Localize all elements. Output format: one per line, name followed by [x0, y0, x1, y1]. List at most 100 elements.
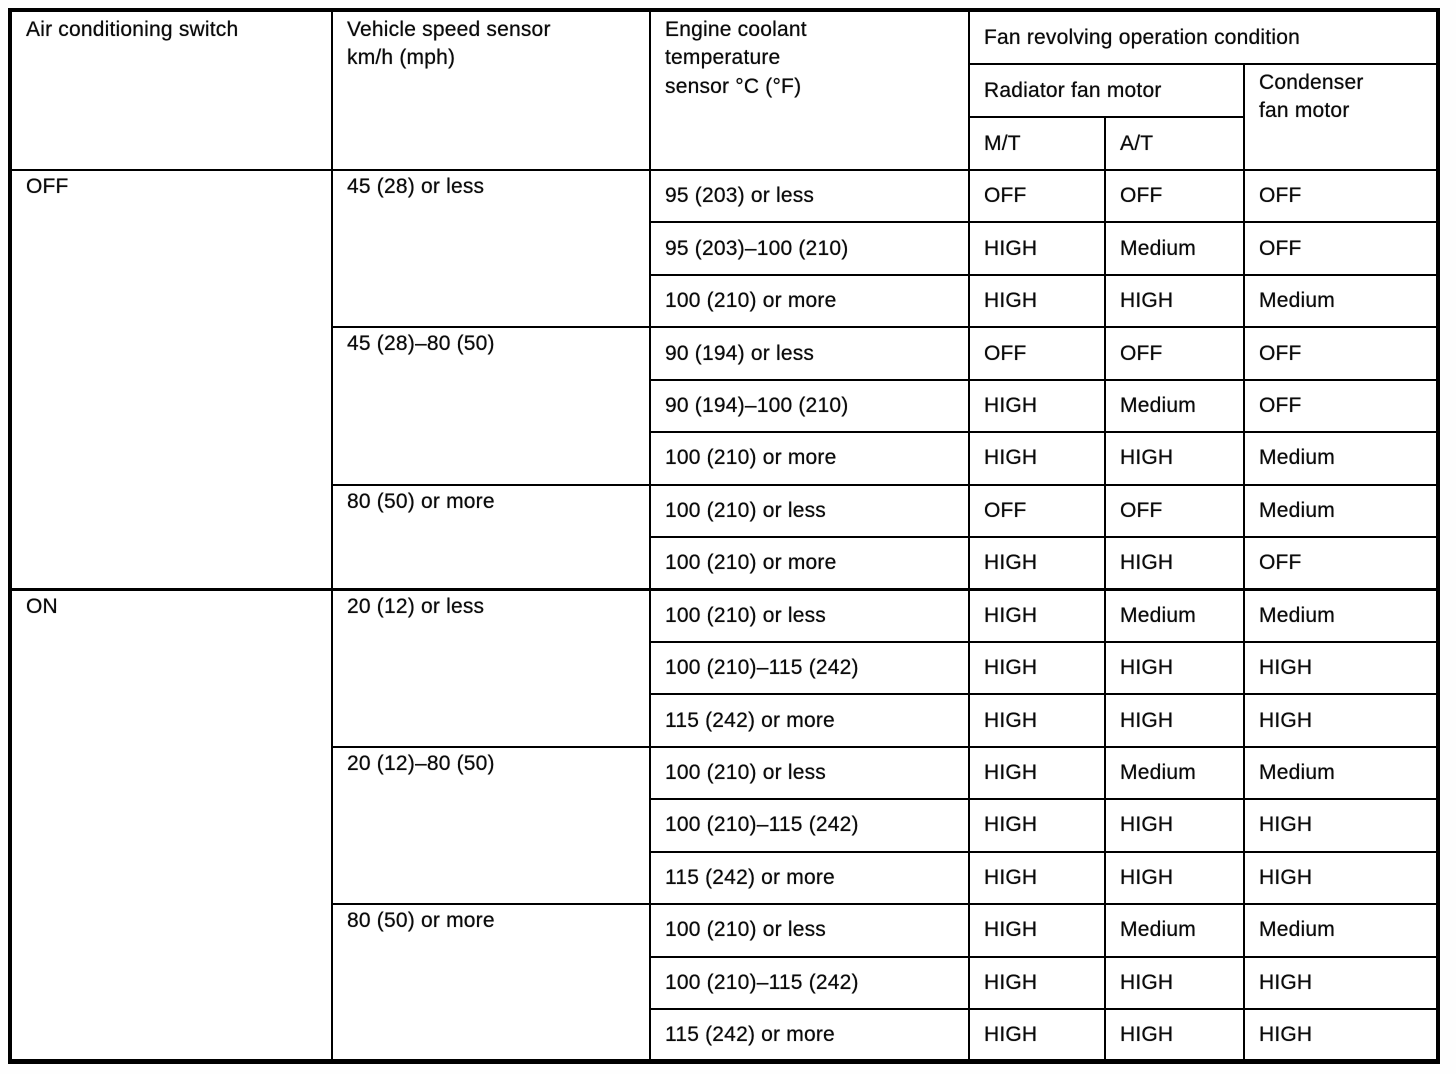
- condenser-value-cell: Medium: [1242, 903, 1440, 958]
- header-fan-condition: Fan revolving operation condition: [967, 9, 1440, 65]
- mt-value-cell: HIGH: [968, 640, 1106, 696]
- mt-value-cell: HIGH: [968, 536, 1106, 591]
- header-row-2: Radiator fan motor Condenser fan motor: [10, 63, 1440, 171]
- at-value-cell: Medium: [1104, 745, 1245, 801]
- table-row: 95 (203)–100 (210) HIGH Medium OFF: [10, 221, 1440, 276]
- at-value-cell: Medium: [1104, 221, 1245, 276]
- table-row: ON 20 (12) or less 100 (210) or less HIGH Me…: [9, 587, 1440, 1063]
- at-value-cell: HIGH: [1104, 640, 1245, 696]
- table-row: 20 (12)–80 (50) 100 (210) or less HIGH Medi…: [10, 745, 1440, 906]
- mt-value-cell: HIGH: [968, 798, 1106, 853]
- at-value-cell: HIGH: [1104, 536, 1245, 591]
- speed-cell: 80 (50) or more: [331, 483, 651, 591]
- coolant-cell: 100 (210) or less: [649, 745, 970, 801]
- coolant-cell: 100 (210) or less: [649, 587, 970, 643]
- coolant-cell: 90 (194)–100 (210): [649, 378, 970, 434]
- table-row: 100 (210)–115 (242) HIGH HIGH HIGH: [10, 640, 1440, 696]
- mt-value-cell: HIGH: [968, 378, 1106, 434]
- coolant-cell: 100 (210) or less: [649, 903, 970, 958]
- at-value-cell: HIGH: [1104, 693, 1245, 748]
- table-row: 115 (242) or more HIGH HIGH HIGH: [10, 693, 1440, 748]
- fan-operation-table: Air conditioning switch Vehicle speed se…: [8, 8, 1441, 1064]
- at-value-cell: HIGH: [1104, 955, 1245, 1011]
- at-value-cell: HIGH: [1104, 798, 1245, 853]
- mt-value-cell: HIGH: [968, 955, 1106, 1011]
- fan-table-body: OFF 45 (28) or less 95 (203) or less OFF OFF…: [9, 168, 1440, 1063]
- condenser-value-cell: HIGH: [1242, 1008, 1440, 1063]
- mt-value-cell: HIGH: [968, 221, 1106, 276]
- table-row: 115 (242) or more HIGH HIGH HIGH: [10, 1008, 1440, 1063]
- at-value-cell: Medium: [1104, 378, 1245, 434]
- speed-cell: 45 (28)–80 (50): [331, 326, 651, 486]
- mt-value-cell: HIGH: [968, 431, 1106, 486]
- coolant-cell: 100 (210)–115 (242): [649, 640, 970, 696]
- table-row: 80 (50) or more 100 (210) or less HIGH Medi…: [10, 903, 1440, 1063]
- condenser-value-cell: Medium: [1242, 745, 1440, 801]
- ac-switch-cell: ON: [9, 588, 333, 1063]
- condenser-value-cell: OFF: [1242, 536, 1440, 591]
- coolant-cell: 100 (210) or less: [649, 483, 970, 539]
- mt-value-cell: HIGH: [968, 693, 1106, 748]
- mt-value-cell: HIGH: [968, 587, 1106, 643]
- condenser-value-cell: HIGH: [1242, 850, 1440, 906]
- header-row-3: M/T A/T: [10, 116, 1438, 171]
- at-value-cell: OFF: [1104, 326, 1245, 381]
- table-row: 100 (210) or more HIGH HIGH Medium: [10, 431, 1440, 486]
- at-value-cell: Medium: [1104, 587, 1245, 643]
- mt-value-cell: OFF: [968, 483, 1106, 539]
- coolant-cell: 100 (210)–115 (242): [649, 955, 970, 1011]
- condenser-value-cell: HIGH: [1242, 798, 1440, 853]
- header-condenser-fan: Condenser fan motor: [1242, 63, 1440, 171]
- speed-cell: 20 (12)–80 (50): [331, 745, 651, 906]
- header-radiator-fan: Radiator fan motor: [968, 63, 1245, 118]
- coolant-cell: 115 (242) or more: [649, 693, 970, 748]
- mt-value-cell: OFF: [968, 326, 1106, 381]
- condenser-value-cell: OFF: [1242, 378, 1440, 434]
- at-value-cell: HIGH: [1104, 850, 1245, 906]
- header-ac-switch: Air conditioning switch: [9, 9, 333, 171]
- mt-value-cell: OFF: [968, 168, 1106, 224]
- condenser-value-cell: OFF: [1242, 168, 1440, 224]
- table-row: 100 (210) or more HIGH HIGH Medium: [10, 273, 1440, 329]
- table-row: 100 (210)–115 (242) HIGH HIGH HIGH: [10, 798, 1440, 853]
- coolant-cell: 115 (242) or more: [649, 850, 970, 906]
- table-row: 100 (210) or more HIGH HIGH OFF: [10, 536, 1440, 591]
- coolant-cell: 95 (203) or less: [649, 168, 970, 224]
- mt-value-cell: HIGH: [968, 1008, 1106, 1063]
- at-value-cell: HIGH: [1104, 273, 1245, 329]
- mt-value-cell: HIGH: [968, 903, 1106, 958]
- condenser-value-cell: OFF: [1242, 326, 1440, 381]
- header-mt: M/T: [968, 116, 1106, 171]
- condenser-value-cell: Medium: [1242, 273, 1440, 329]
- table-row: 90 (194)–100 (210) HIGH Medium OFF: [10, 378, 1440, 434]
- header-coolant-sensor: Engine coolant temperature sensor °C (°F…: [649, 9, 970, 171]
- condenser-value-cell: Medium: [1242, 483, 1440, 539]
- condenser-value-cell: HIGH: [1242, 640, 1440, 696]
- table-header: Air conditioning switch Vehicle speed se…: [9, 9, 1440, 171]
- coolant-cell: 100 (210) or more: [649, 536, 970, 591]
- table-row: 100 (210)–115 (242) HIGH HIGH HIGH: [10, 955, 1440, 1011]
- at-value-cell: Medium: [1104, 903, 1245, 958]
- condenser-value-cell: HIGH: [1242, 693, 1440, 748]
- condenser-value-cell: OFF: [1242, 221, 1440, 276]
- condenser-value-cell: Medium: [1242, 587, 1440, 643]
- table-row: 80 (50) or more 100 (210) or less OFF OFF Me…: [10, 483, 1440, 591]
- coolant-cell: 95 (203)–100 (210): [649, 221, 970, 276]
- speed-cell: 80 (50) or more: [331, 903, 651, 1063]
- speed-cell: 20 (12) or less: [331, 587, 651, 748]
- coolant-cell: 100 (210)–115 (242): [649, 798, 970, 853]
- mt-value-cell: HIGH: [968, 745, 1106, 801]
- condenser-value-cell: HIGH: [1242, 955, 1440, 1011]
- at-value-cell: HIGH: [1104, 1008, 1245, 1063]
- mt-value-cell: HIGH: [968, 850, 1106, 906]
- at-value-cell: HIGH: [1104, 431, 1245, 486]
- ac-switch-cell: OFF: [9, 169, 333, 591]
- table-row: OFF 45 (28) or less 95 (203) or less OFF OFF…: [9, 168, 1440, 591]
- table-row: 45 (28)–80 (50) 90 (194) or less OFF OFF OFF: [10, 326, 1440, 486]
- at-value-cell: OFF: [1104, 483, 1245, 539]
- speed-cell: 45 (28) or less: [331, 168, 651, 329]
- condenser-value-cell: Medium: [1242, 431, 1440, 486]
- header-row-1: Air conditioning switch Vehicle speed se…: [9, 9, 1440, 171]
- header-speed-sensor: Vehicle speed sensor km/h (mph): [331, 9, 651, 171]
